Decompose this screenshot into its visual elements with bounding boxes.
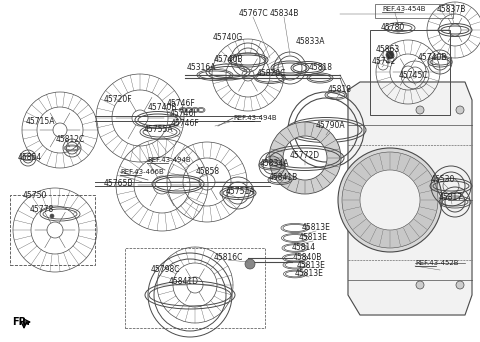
Text: 45814: 45814: [292, 244, 316, 252]
Text: 45742: 45742: [372, 57, 396, 66]
Text: REF.43-452B: REF.43-452B: [415, 260, 458, 266]
Circle shape: [50, 214, 54, 218]
Text: 45812C: 45812C: [55, 135, 84, 145]
Text: 45740B: 45740B: [147, 104, 177, 113]
Text: 45813E: 45813E: [297, 261, 325, 269]
Text: 45834B: 45834B: [269, 10, 299, 18]
Circle shape: [456, 281, 464, 289]
Text: 45834A: 45834A: [259, 158, 289, 168]
Bar: [370, 30, 450, 115]
Text: 45746I: 45746I: [170, 108, 196, 118]
Circle shape: [386, 51, 394, 59]
Text: 45813E: 45813E: [301, 224, 330, 233]
Text: 45816C: 45816C: [213, 252, 243, 262]
Text: 45720F: 45720F: [104, 95, 132, 105]
Text: 45765B: 45765B: [103, 179, 133, 187]
Text: 45751A: 45751A: [225, 187, 255, 197]
Bar: [125, 248, 265, 328]
Text: 45818: 45818: [309, 64, 333, 73]
Text: 45798C: 45798C: [150, 265, 180, 275]
Text: 45841D: 45841D: [169, 276, 199, 286]
Text: 45841B: 45841B: [268, 173, 298, 183]
Text: 45837B: 45837B: [436, 5, 466, 14]
Text: REF.43-466B: REF.43-466B: [120, 169, 164, 175]
Circle shape: [416, 106, 424, 114]
Text: 45818: 45818: [328, 86, 352, 94]
Text: 45833A: 45833A: [295, 38, 325, 47]
Text: 45767C: 45767C: [238, 10, 268, 18]
Text: 45840B: 45840B: [292, 252, 322, 262]
Text: 45740B: 45740B: [417, 53, 447, 63]
Circle shape: [245, 259, 255, 269]
Polygon shape: [348, 82, 472, 315]
Text: 45746F: 45746F: [167, 98, 195, 107]
Text: 45316A: 45316A: [186, 64, 216, 73]
Circle shape: [338, 148, 442, 252]
Text: 45755A: 45755A: [143, 126, 173, 134]
Text: 45745C: 45745C: [398, 70, 428, 79]
Text: 45740B: 45740B: [213, 55, 243, 65]
Text: 46530: 46530: [431, 175, 455, 184]
Text: 45858: 45858: [196, 168, 220, 176]
Text: REF.43-494B: REF.43-494B: [147, 157, 191, 163]
Text: 45740G: 45740G: [213, 34, 243, 42]
Bar: [10, 195, 95, 265]
Circle shape: [416, 281, 424, 289]
Text: 45854: 45854: [18, 154, 42, 162]
Text: 45820C: 45820C: [256, 69, 286, 79]
Text: FR.: FR.: [12, 317, 30, 327]
Text: 45813E: 45813E: [299, 234, 327, 242]
Text: 45817: 45817: [439, 193, 463, 201]
Circle shape: [355, 165, 425, 235]
Text: 45778: 45778: [30, 206, 54, 214]
Text: 45746F: 45746F: [170, 119, 199, 129]
Bar: [375, 4, 453, 18]
Text: 45780: 45780: [381, 24, 405, 32]
Text: 45750: 45750: [23, 192, 47, 200]
Wedge shape: [342, 152, 438, 248]
Wedge shape: [269, 122, 341, 194]
Circle shape: [456, 106, 464, 114]
Text: 45813E: 45813E: [295, 269, 324, 278]
Text: 45772D: 45772D: [290, 152, 320, 160]
Text: REF.43-494B: REF.43-494B: [233, 115, 276, 121]
Text: 45790A: 45790A: [315, 121, 345, 131]
Text: 45863: 45863: [376, 45, 400, 54]
Text: 45715A: 45715A: [25, 117, 55, 126]
Text: REF.43-454B: REF.43-454B: [382, 6, 425, 12]
